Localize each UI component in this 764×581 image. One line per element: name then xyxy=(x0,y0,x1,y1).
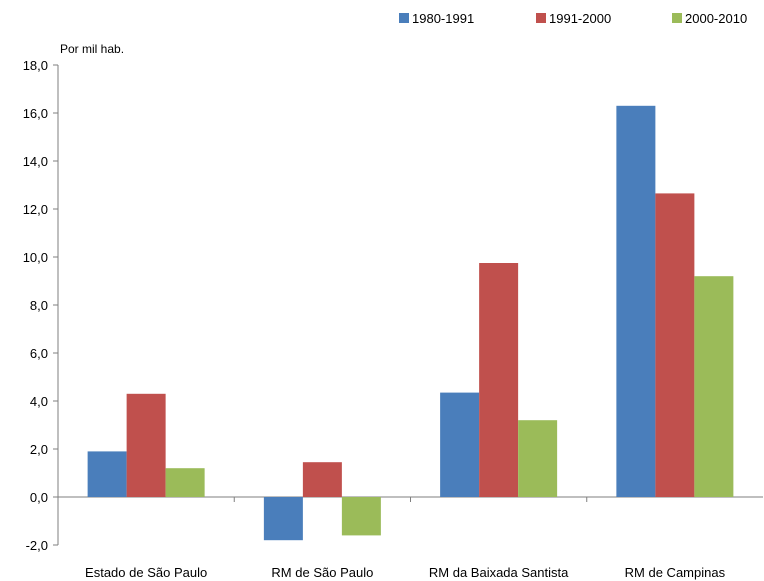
bar-1980-1991 xyxy=(87,451,127,497)
category-label: RM de São Paulo xyxy=(271,565,373,580)
legend-label: 1991-2000 xyxy=(549,11,611,26)
y-tick-label: 6,0 xyxy=(30,346,48,361)
labels: -2,0 0,0 2,0 4,0 6,0 8,0 10,0 12,0 14,0 16,0 18,0 E… xyxy=(23,58,726,580)
y-tick-label: 18,0 xyxy=(23,58,48,73)
legend-swatch xyxy=(399,13,409,23)
bar-1980-1991 xyxy=(616,105,656,498)
legend-label: 1980-1991 xyxy=(412,11,474,26)
bar-1991-2000 xyxy=(479,263,519,497)
legend-label: 2000-2010 xyxy=(685,11,747,26)
y-unit-label: Por mil hab. xyxy=(60,42,124,56)
legend-swatch xyxy=(672,13,682,23)
y-tick-label: 14,0 xyxy=(23,154,48,169)
bar-2000-2010 xyxy=(518,420,558,497)
y-tick-label: 10,0 xyxy=(23,250,48,265)
bar-2000-2010 xyxy=(694,276,734,497)
y-tick-label: 2,0 xyxy=(30,442,48,457)
y-tick-label: 12,0 xyxy=(23,202,48,217)
legend-swatch xyxy=(536,13,546,23)
bar-1980-1991 xyxy=(440,392,480,497)
bar-1980-1991 xyxy=(263,497,303,541)
category-label: RM da Baixada Santista xyxy=(429,565,569,580)
bar-2000-2010 xyxy=(341,497,381,536)
bar-1991-2000 xyxy=(126,393,166,497)
y-tick-label: 4,0 xyxy=(30,394,48,409)
bar-2000-2010 xyxy=(165,468,205,497)
y-tick-label: 16,0 xyxy=(23,106,48,121)
bar-1991-2000 xyxy=(302,462,342,497)
bars xyxy=(87,105,734,541)
category-label: RM de Campinas xyxy=(625,565,726,580)
legend: 1980-1991 1991-2000 2000-2010 xyxy=(399,11,747,26)
bar-1991-2000 xyxy=(655,193,695,497)
y-tick-label: 0,0 xyxy=(30,490,48,505)
y-tick-label: -2,0 xyxy=(26,538,48,553)
category-label: Estado de São Paulo xyxy=(85,565,207,580)
y-tick-label: 8,0 xyxy=(30,298,48,313)
